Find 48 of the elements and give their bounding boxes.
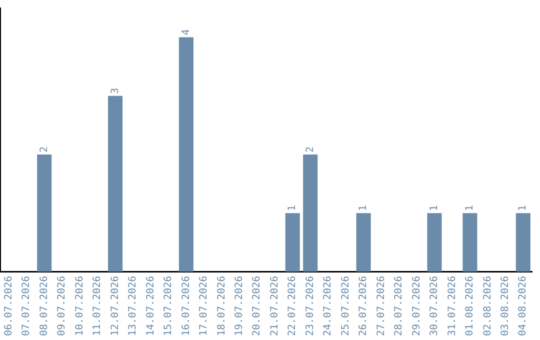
- x-tick-label: 01.08.2026: [464, 276, 476, 336]
- data-label: 1: [464, 205, 476, 212]
- x-tick-label: 21.07.2026: [269, 276, 280, 336]
- data-label: 1: [429, 205, 440, 212]
- bar: [285, 213, 300, 272]
- x-tick-label: 09.07.2026: [56, 276, 68, 336]
- x-tick-label: 28.07.2026: [394, 276, 405, 336]
- bar: [462, 213, 478, 272]
- x-tick-label: 12.07.2026: [110, 276, 121, 336]
- x-tick-label: 03.08.2026: [500, 276, 511, 336]
- x-tick-label: 15.07.2026: [163, 276, 174, 336]
- bar: [303, 154, 318, 272]
- data-label: 1: [518, 205, 529, 212]
- bar: [427, 213, 442, 272]
- x-tick-label: 06.07.2026: [3, 276, 14, 336]
- x-tick-label: 04.08.2026: [518, 276, 529, 336]
- x-tick-label: 02.08.2026: [482, 276, 494, 336]
- x-tick-label: 22.07.2026: [287, 276, 298, 336]
- bar: [516, 213, 530, 272]
- data-label: 1: [287, 205, 298, 212]
- x-tick-label: 24.07.2026: [322, 276, 334, 336]
- x-tick-label: 27.07.2026: [376, 276, 387, 336]
- x-tick-label: 14.07.2026: [145, 276, 156, 336]
- x-tick-label: 19.07.2026: [234, 276, 245, 336]
- x-tick-label: 18.07.2026: [216, 276, 228, 336]
- x-tick-label: 07.07.2026: [21, 276, 32, 336]
- data-label: 2: [304, 146, 316, 153]
- data-label: 1: [358, 205, 370, 212]
- x-tick-label: 13.07.2026: [128, 276, 139, 336]
- bar: [108, 96, 123, 272]
- x-tick-label: 10.07.2026: [74, 276, 86, 336]
- x-tick-label: 26.07.2026: [358, 276, 370, 336]
- x-tick-label: 08.07.2026: [38, 276, 50, 336]
- x-tick-label: 11.07.2026: [92, 276, 104, 336]
- x-tick-label: 29.07.2026: [411, 276, 422, 336]
- x-tick-label: 17.07.2026: [198, 276, 210, 336]
- x-tick-label: 31.07.2026: [446, 276, 458, 336]
- x-tick-label: 30.07.2026: [429, 276, 440, 336]
- data-label: 2: [38, 146, 50, 153]
- bar: [356, 213, 371, 272]
- data-label: 3: [110, 88, 121, 94]
- bar: [37, 154, 52, 272]
- bar: [178, 37, 194, 272]
- x-tick-label: 20.07.2026: [252, 276, 263, 336]
- x-tick-label: 16.07.2026: [180, 276, 192, 336]
- x-tick-label: 25.07.2026: [340, 276, 352, 336]
- x-tick-label: 23.07.2026: [304, 276, 316, 336]
- data-label: 4: [180, 29, 192, 36]
